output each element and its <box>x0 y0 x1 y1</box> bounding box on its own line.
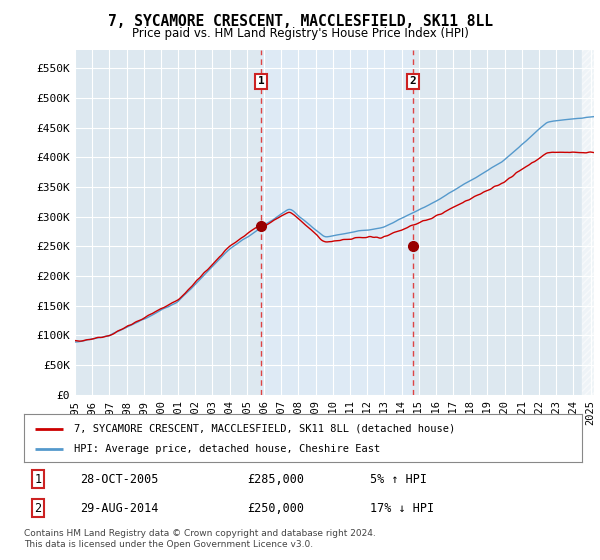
Text: 2: 2 <box>34 502 41 515</box>
Text: 2: 2 <box>409 76 416 86</box>
Bar <box>261 50 413 395</box>
Text: £250,000: £250,000 <box>247 502 304 515</box>
Text: 29-AUG-2014: 29-AUG-2014 <box>80 502 158 515</box>
Text: HPI: Average price, detached house, Cheshire East: HPI: Average price, detached house, Ches… <box>74 444 380 454</box>
Text: Price paid vs. HM Land Registry's House Price Index (HPI): Price paid vs. HM Land Registry's House … <box>131 27 469 40</box>
Text: 1: 1 <box>257 76 265 86</box>
Text: 17% ↓ HPI: 17% ↓ HPI <box>370 502 434 515</box>
Text: 7, SYCAMORE CRESCENT, MACCLESFIELD, SK11 8LL (detached house): 7, SYCAMORE CRESCENT, MACCLESFIELD, SK11… <box>74 424 455 433</box>
Bar <box>582 50 594 395</box>
Text: 28-OCT-2005: 28-OCT-2005 <box>80 473 158 486</box>
Text: £285,000: £285,000 <box>247 473 304 486</box>
Text: 5% ↑ HPI: 5% ↑ HPI <box>370 473 427 486</box>
Text: Contains HM Land Registry data © Crown copyright and database right 2024.
This d: Contains HM Land Registry data © Crown c… <box>24 529 376 549</box>
Text: 7, SYCAMORE CRESCENT, MACCLESFIELD, SK11 8LL: 7, SYCAMORE CRESCENT, MACCLESFIELD, SK11… <box>107 14 493 29</box>
Text: 1: 1 <box>34 473 41 486</box>
